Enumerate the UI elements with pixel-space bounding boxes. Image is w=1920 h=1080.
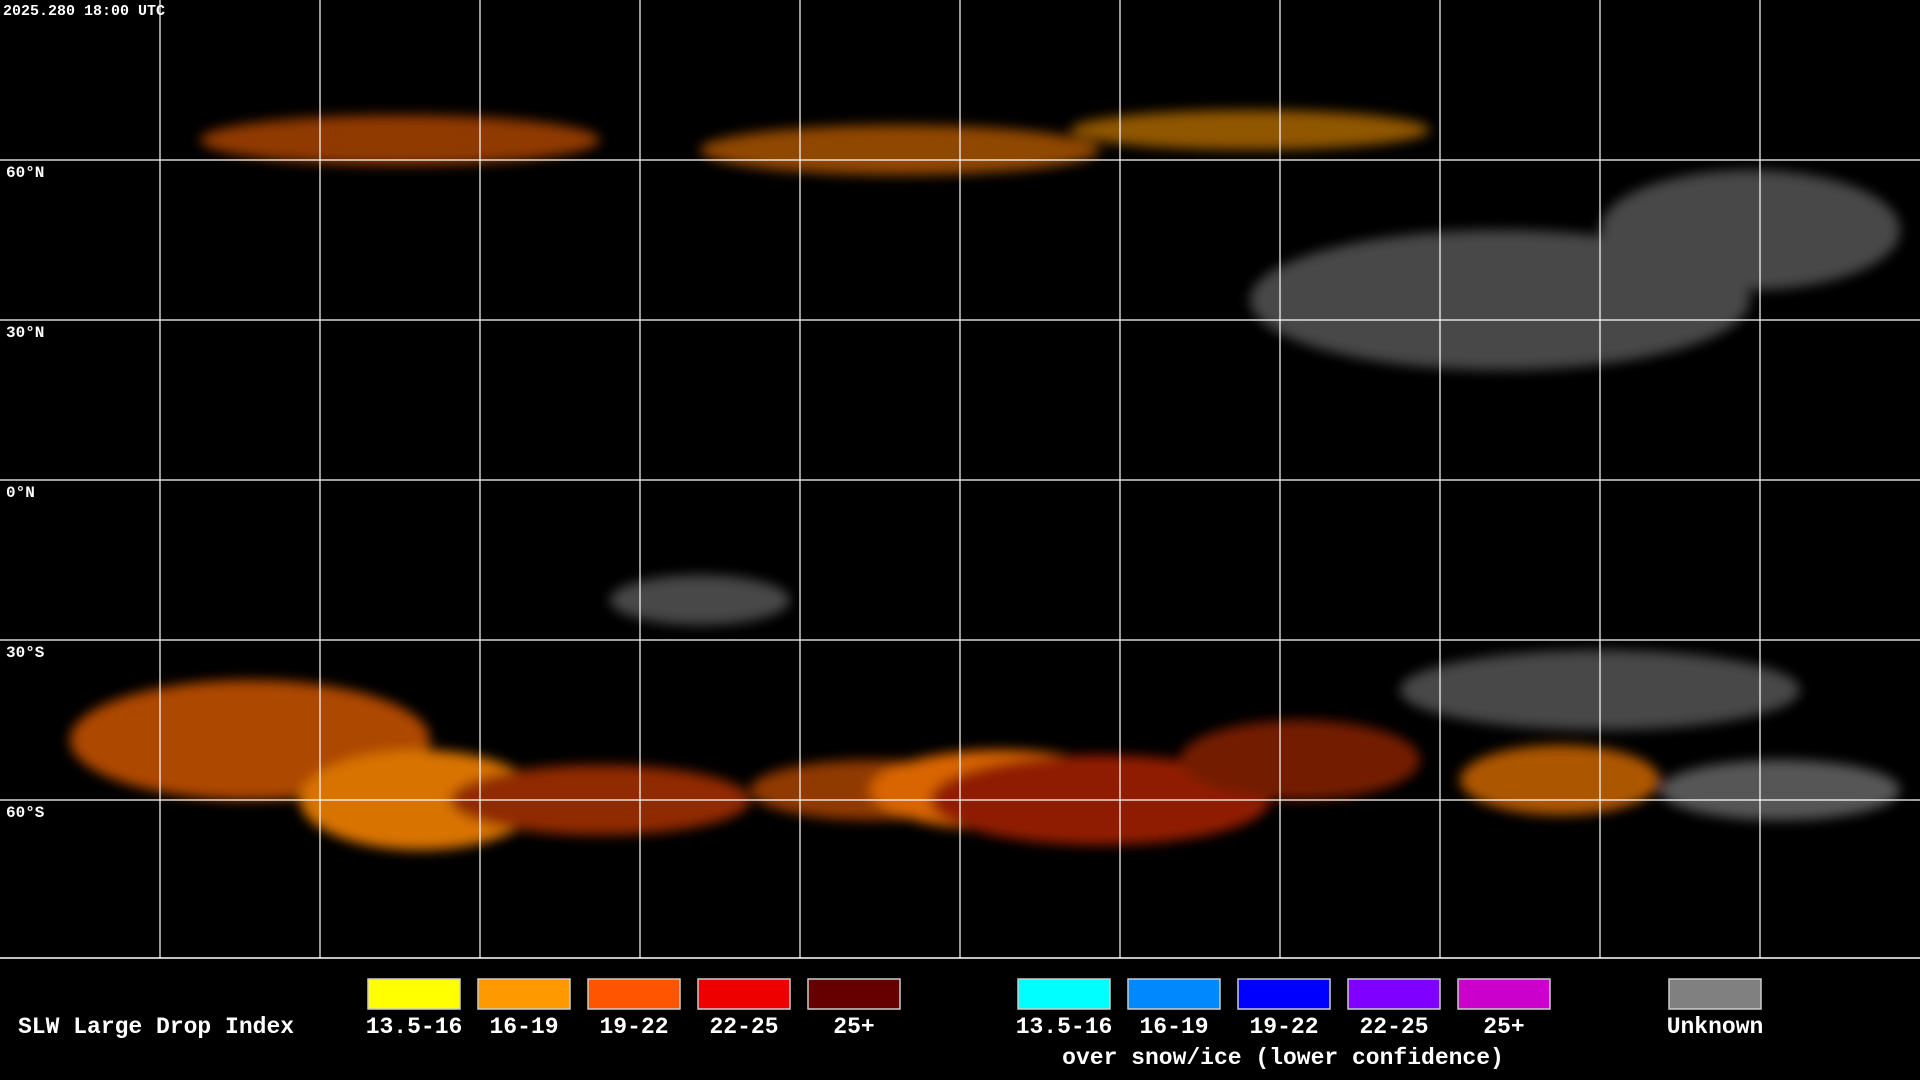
legend-swatch	[1127, 978, 1221, 1010]
legend-swatch	[807, 978, 901, 1010]
legend-label: 22-25	[709, 1014, 778, 1040]
latitude-label: 60°S	[6, 804, 45, 822]
legend-swatch	[1347, 978, 1441, 1010]
latitude-label: 0°N	[6, 484, 35, 502]
legend-swatch	[587, 978, 681, 1010]
legend-label: 13.5-16	[366, 1014, 463, 1040]
legend-label: 25+	[1483, 1014, 1524, 1040]
latitude-label: 60°N	[6, 164, 44, 182]
latitude-label: 30°N	[6, 324, 44, 342]
legend-label: 19-22	[599, 1014, 668, 1040]
legend-title: SLW Large Drop Index	[18, 1014, 294, 1040]
timestamp: 2025.280 18:00 UTC	[3, 3, 165, 20]
legend-swatch	[1017, 978, 1111, 1010]
legend-swatch	[697, 978, 791, 1010]
legend-swatch	[1237, 978, 1331, 1010]
legend: 13.5-16 16-19 19-22 22-25 25+ 13.5-16 16-19 19-…	[366, 978, 1764, 1040]
legend-swatch	[477, 978, 571, 1010]
snow-ice-note: over snow/ice (lower confidence)	[1062, 1045, 1504, 1071]
legend-label: 13.5-16	[1016, 1014, 1113, 1040]
legend-label: 25+	[833, 1014, 874, 1040]
legend-label: 16-19	[489, 1014, 558, 1040]
graticule	[0, 0, 1920, 958]
legend-label: 19-22	[1249, 1014, 1318, 1040]
legend-swatch	[1668, 978, 1762, 1010]
legend-swatch	[1457, 978, 1551, 1010]
latitude-label: 30°S	[6, 644, 45, 662]
legend-label: 16-19	[1139, 1014, 1208, 1040]
latitude-labels: 60°N 30°N 0°N 30°S 60°S	[6, 164, 45, 822]
legend-swatch	[367, 978, 461, 1010]
legend-label: 22-25	[1359, 1014, 1428, 1040]
legend-label: Unknown	[1667, 1014, 1764, 1040]
